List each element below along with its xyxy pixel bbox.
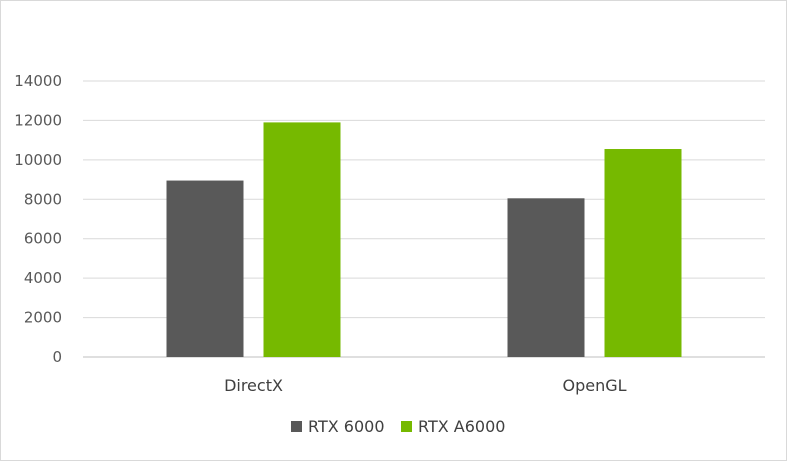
y-tick-label: 4000 bbox=[24, 269, 62, 287]
y-tick-label: 14000 bbox=[14, 72, 62, 90]
bar-rtx-6000-opengl bbox=[507, 198, 585, 357]
x-category-label: OpenGL bbox=[562, 376, 626, 395]
y-tick-label: 2000 bbox=[24, 309, 62, 327]
y-axis: 0 2000 4000 6000 8000 10000 12000 14000 bbox=[14, 72, 62, 366]
bar-rtx-a6000-opengl bbox=[604, 149, 682, 357]
legend-label: RTX 6000 bbox=[308, 417, 385, 436]
legend-swatch bbox=[401, 421, 412, 432]
y-tick-label: 12000 bbox=[14, 111, 62, 129]
y-tick-label: 8000 bbox=[24, 190, 62, 208]
legend-label: RTX A6000 bbox=[418, 417, 505, 436]
bars bbox=[166, 122, 682, 358]
y-tick-label: 6000 bbox=[24, 230, 62, 248]
legend-swatch bbox=[291, 421, 302, 432]
legend: RTX 6000 RTX A6000 bbox=[291, 417, 505, 436]
bar-rtx-6000-directx bbox=[166, 180, 244, 357]
bar-rtx-a6000-directx bbox=[263, 122, 341, 358]
x-axis: DirectX OpenGL bbox=[224, 376, 627, 395]
y-tick-label: 0 bbox=[52, 348, 62, 366]
y-tick-label: 10000 bbox=[14, 151, 62, 169]
x-category-label: DirectX bbox=[224, 376, 283, 395]
